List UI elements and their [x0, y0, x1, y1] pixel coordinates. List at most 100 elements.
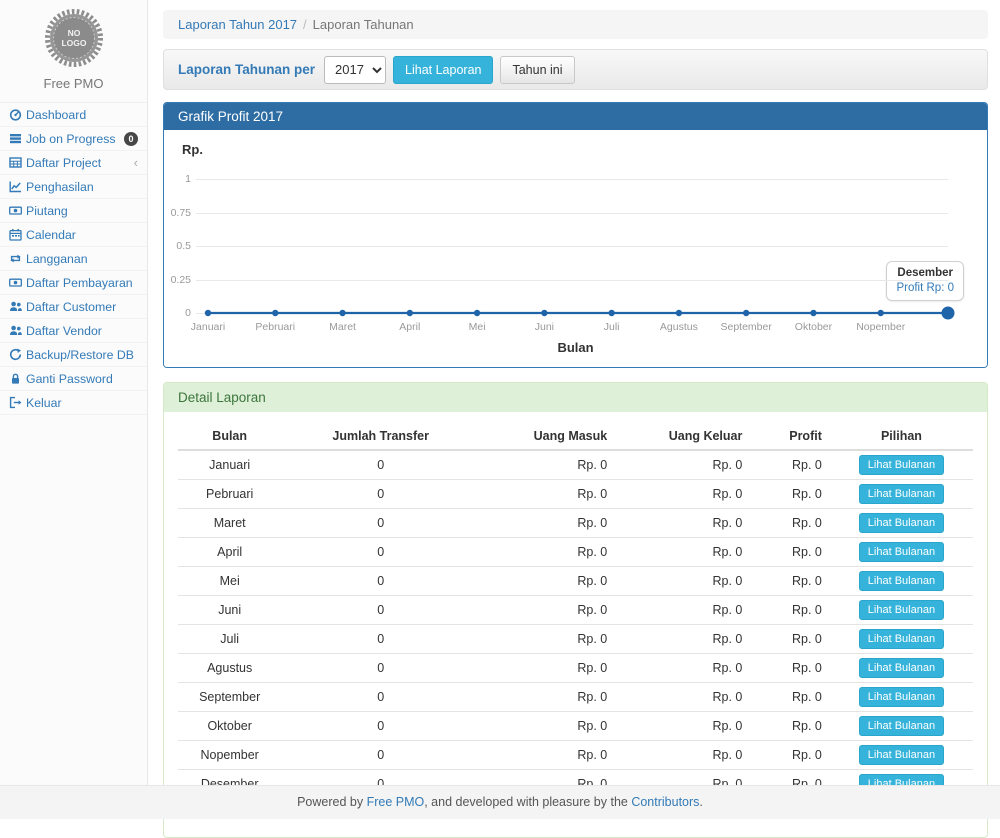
table-icon — [9, 156, 26, 169]
sidebar-item-label: Daftar Project — [26, 156, 101, 170]
sidebar-item-label: Daftar Vendor — [26, 324, 102, 338]
data-point[interactable] — [407, 310, 413, 316]
sidebar-item-piutang[interactable]: Piutang — [0, 199, 147, 223]
sidebar-item-daftar-project[interactable]: Daftar Project‹ — [0, 151, 147, 175]
sidebar-item-langganan[interactable]: Langganan — [0, 247, 147, 271]
cell-bulan: Juli — [178, 625, 281, 654]
data-point[interactable] — [743, 310, 749, 316]
lihat-bulanan-button[interactable]: Lihat Bulanan — [859, 513, 944, 533]
data-point[interactable] — [608, 310, 614, 316]
money-icon — [9, 276, 26, 289]
cell-pilihan: Lihat Bulanan — [830, 538, 973, 567]
retweet-icon — [9, 252, 26, 265]
cell-uang_masuk: Rp. 0 — [480, 596, 615, 625]
cell-profit: Rp. 0 — [750, 625, 830, 654]
chart-panel-title: Grafik Profit 2017 — [164, 103, 987, 130]
cell-uang_keluar: Rp. 0 — [615, 538, 750, 567]
lihat-bulanan-button[interactable]: Lihat Bulanan — [859, 745, 944, 765]
sidebar-item-keluar[interactable]: Keluar — [0, 391, 147, 415]
cell-pilihan: Lihat Bulanan — [830, 625, 973, 654]
cell-uang_keluar: Rp. 0 — [615, 712, 750, 741]
main-content: Laporan Tahun 2017/Laporan Tahunan Lapor… — [149, 0, 1000, 785]
svg-text:NO: NO — [67, 28, 80, 38]
data-point[interactable] — [810, 310, 816, 316]
sidebar-item-dashboard[interactable]: Dashboard — [0, 103, 147, 127]
data-point[interactable] — [205, 310, 211, 316]
lihat-bulanan-button[interactable]: Lihat Bulanan — [859, 542, 944, 562]
cell-profit: Rp. 0 — [750, 567, 830, 596]
year-select[interactable]: 2017 — [324, 56, 386, 84]
profit-chart-panel: Grafik Profit 2017 Rp. Bulan Desember Pr… — [163, 102, 988, 368]
lihat-bulanan-button[interactable]: Lihat Bulanan — [859, 687, 944, 707]
svg-text:LOGO: LOGO — [61, 38, 86, 48]
cell-uang_masuk: Rp. 0 — [480, 625, 615, 654]
sidebar-item-daftar-customer[interactable]: Daftar Customer — [0, 295, 147, 319]
lihat-bulanan-button[interactable]: Lihat Bulanan — [859, 600, 944, 620]
table-row: Januari0Rp. 0Rp. 0Rp. 0Lihat Bulanan — [178, 450, 973, 480]
line-chart-icon — [9, 180, 26, 193]
dashboard-icon — [9, 108, 26, 121]
cell-bulan: Mei — [178, 567, 281, 596]
cell-pilihan: Lihat Bulanan — [830, 509, 973, 538]
lihat-laporan-button[interactable]: Lihat Laporan — [393, 56, 493, 84]
x-axis-tick: Nopember — [856, 321, 905, 333]
lihat-bulanan-button[interactable]: Lihat Bulanan — [859, 455, 944, 475]
sidebar-item-job-on-progress[interactable]: Job on Progress0 — [0, 127, 147, 151]
cell-profit: Rp. 0 — [750, 509, 830, 538]
free-pmo-link[interactable]: Free PMO — [367, 795, 425, 809]
tahun-ini-button[interactable]: Tahun ini — [500, 56, 574, 84]
cell-bulan: Maret — [178, 509, 281, 538]
cell-uang_masuk: Rp. 0 — [480, 741, 615, 770]
page-footer: Powered by Free PMO, and developed with … — [0, 785, 1000, 819]
column-header-bulan: Bulan — [178, 423, 281, 450]
refresh-icon — [9, 348, 26, 361]
sidebar-item-label: Keluar — [26, 396, 62, 410]
lihat-bulanan-button[interactable]: Lihat Bulanan — [859, 571, 944, 591]
column-header-uang-keluar: Uang Keluar — [615, 423, 750, 450]
data-point[interactable] — [474, 310, 480, 316]
x-axis-tick: Juli — [604, 321, 620, 333]
cell-uang_keluar: Rp. 0 — [615, 450, 750, 480]
count-badge: 0 — [124, 132, 138, 146]
sidebar-item-label: Penghasilan — [26, 180, 94, 194]
report-toolbar: Laporan Tahunan per 2017 Lihat Laporan T… — [163, 49, 988, 90]
breadcrumb-link-laporan-tahun[interactable]: Laporan Tahun 2017 — [178, 17, 297, 32]
lihat-bulanan-button[interactable]: Lihat Bulanan — [859, 658, 944, 678]
column-header-pilihan: Pilihan — [830, 423, 973, 450]
sidebar-item-daftar-vendor[interactable]: Daftar Vendor — [0, 319, 147, 343]
x-axis-tick: Mei — [469, 321, 486, 333]
cell-profit: Rp. 0 — [750, 450, 830, 480]
x-axis-tick: Maret — [329, 321, 356, 333]
sign-out-icon — [9, 396, 26, 409]
sidebar-item-calendar[interactable]: Calendar — [0, 223, 147, 247]
x-axis-tick: April — [399, 321, 420, 333]
money-icon — [9, 204, 26, 217]
table-row: Mei0Rp. 0Rp. 0Rp. 0Lihat Bulanan — [178, 567, 973, 596]
report-panel-body: BulanJumlah TransferUang MasukUang Kelua… — [164, 412, 987, 837]
data-point[interactable] — [676, 310, 682, 316]
lock-icon — [9, 372, 26, 385]
detail-laporan-panel: Detail Laporan BulanJumlah TransferUang … — [163, 382, 988, 838]
sidebar-item-penghasilan[interactable]: Penghasilan — [0, 175, 147, 199]
sidebar-item-daftar-pembayaran[interactable]: Daftar Pembayaran — [0, 271, 147, 295]
report-panel-title: Detail Laporan — [164, 383, 987, 412]
cell-bulan: Agustus — [178, 654, 281, 683]
cell-jumlah_transfer: 0 — [281, 480, 480, 509]
cell-pilihan: Lihat Bulanan — [830, 567, 973, 596]
cell-uang_keluar: Rp. 0 — [615, 480, 750, 509]
table-row: April0Rp. 0Rp. 0Rp. 0Lihat Bulanan — [178, 538, 973, 567]
cell-uang_keluar: Rp. 0 — [615, 683, 750, 712]
brand-name: Free PMO — [0, 76, 147, 102]
sidebar-item-ganti-password[interactable]: Ganti Password — [0, 367, 147, 391]
cell-jumlah_transfer: 0 — [281, 450, 480, 480]
data-point[interactable] — [272, 310, 278, 316]
lihat-bulanan-button[interactable]: Lihat Bulanan — [859, 716, 944, 736]
lihat-bulanan-button[interactable]: Lihat Bulanan — [859, 629, 944, 649]
contributors-link[interactable]: Contributors — [631, 795, 699, 809]
sidebar-item-backup-restore-db[interactable]: Backup/Restore DB — [0, 343, 147, 367]
data-point[interactable] — [339, 310, 345, 316]
data-point-highlighted[interactable] — [942, 307, 955, 320]
data-point[interactable] — [541, 310, 547, 316]
data-point[interactable] — [878, 310, 884, 316]
lihat-bulanan-button[interactable]: Lihat Bulanan — [859, 484, 944, 504]
